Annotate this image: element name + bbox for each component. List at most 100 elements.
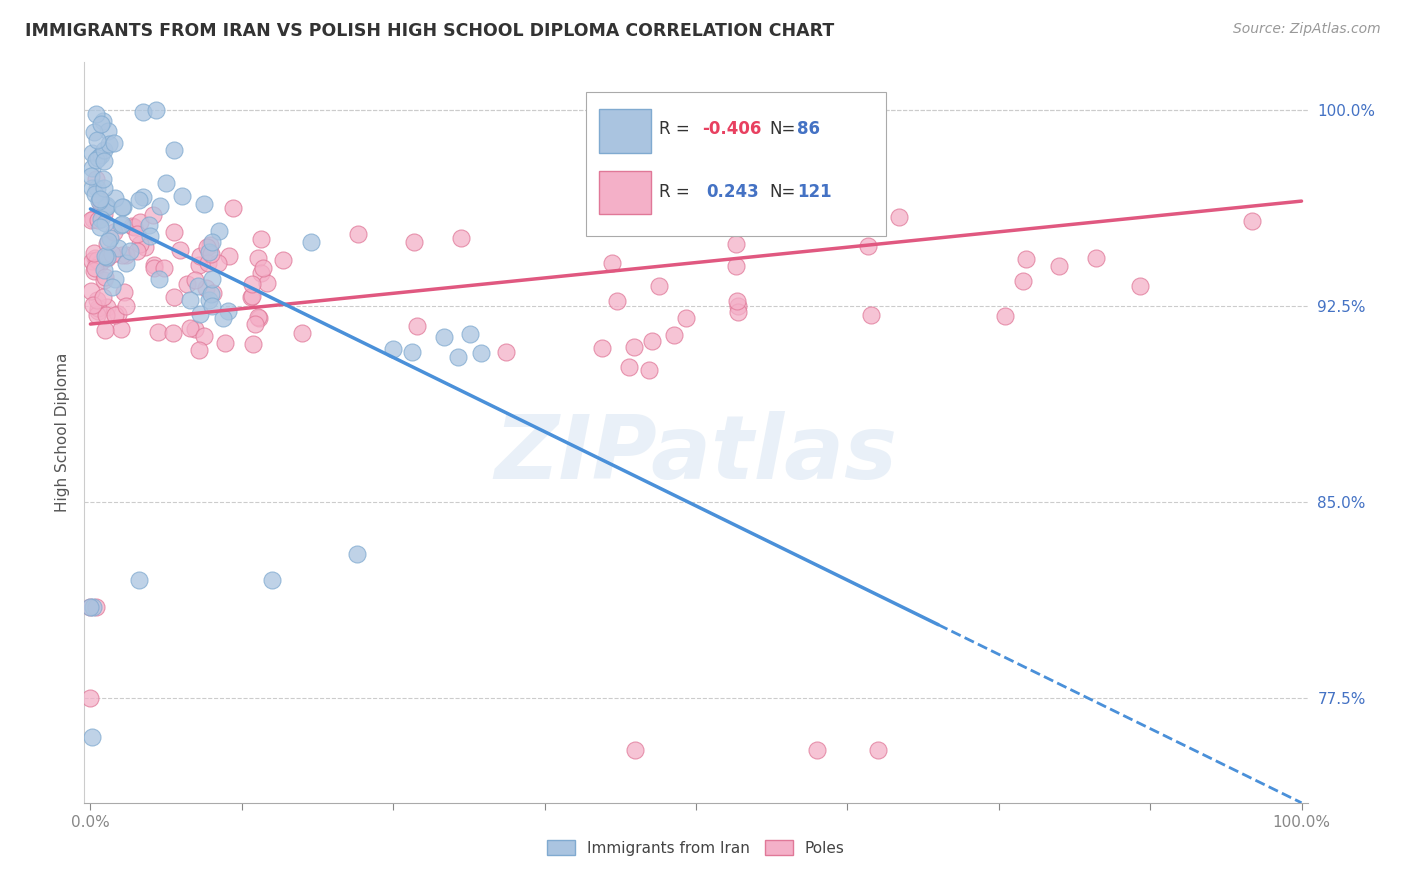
Point: [89, 117, 111, 131]
Point: [188, 258, 211, 272]
Point: [200, 238, 222, 252]
Point: [79, 599, 101, 614]
Point: [122, 219, 145, 234]
Point: [87, 194, 110, 208]
Point: [262, 574, 284, 588]
Point: [96, 236, 118, 251]
Point: [806, 743, 828, 757]
Point: [86, 599, 108, 614]
Point: [83, 252, 105, 266]
Point: [1129, 279, 1152, 293]
Text: 86: 86: [797, 120, 821, 138]
Point: [193, 197, 215, 211]
Point: [1085, 252, 1108, 266]
Point: [194, 281, 217, 295]
Point: [727, 299, 749, 313]
Point: [201, 272, 224, 286]
Point: [125, 244, 148, 259]
Point: [148, 199, 170, 213]
Point: [96, 250, 118, 264]
Point: [495, 345, 517, 359]
Point: [197, 293, 219, 308]
Point: [155, 176, 177, 190]
Point: [121, 219, 143, 234]
Point: [94, 249, 117, 263]
Legend: Immigrants from Iran, Poles: Immigrants from Iran, Poles: [541, 834, 851, 862]
Point: [94, 198, 117, 212]
Point: [134, 240, 156, 254]
Point: [142, 259, 165, 273]
Point: [211, 310, 233, 325]
Point: [179, 293, 201, 307]
Point: [110, 219, 132, 233]
Point: [110, 322, 132, 336]
Point: [163, 226, 186, 240]
Point: [103, 225, 125, 239]
Point: [243, 317, 266, 331]
Point: [858, 238, 880, 252]
Point: [240, 277, 263, 292]
Point: [89, 219, 111, 234]
Point: [96, 251, 118, 265]
Text: IMMIGRANTS FROM IRAN VS POLISH HIGH SCHOOL DIPLOMA CORRELATION CHART: IMMIGRANTS FROM IRAN VS POLISH HIGH SCHO…: [25, 22, 835, 40]
Point: [139, 229, 162, 244]
Point: [82, 211, 104, 226]
Point: [994, 309, 1017, 323]
Point: [111, 217, 134, 231]
Point: [132, 105, 155, 120]
Point: [100, 279, 122, 293]
Point: [172, 188, 194, 202]
Point: [447, 350, 470, 364]
Point: [93, 216, 115, 230]
Point: [600, 256, 623, 270]
Point: [142, 208, 165, 222]
Point: [458, 327, 481, 342]
Point: [103, 191, 125, 205]
Point: [889, 210, 911, 224]
Point: [242, 336, 264, 351]
Point: [80, 169, 103, 183]
Text: N=: N=: [769, 183, 796, 201]
Point: [727, 305, 749, 319]
Point: [252, 260, 274, 275]
Point: [79, 691, 101, 706]
Point: [169, 243, 191, 257]
Point: [240, 288, 263, 302]
Point: [93, 270, 115, 285]
Point: [80, 180, 103, 194]
Point: [100, 231, 122, 245]
Text: 0.243: 0.243: [706, 183, 758, 201]
Point: [381, 342, 404, 356]
Point: [128, 236, 150, 251]
Point: [93, 143, 115, 157]
Point: [727, 294, 749, 309]
Point: [200, 246, 222, 260]
Point: [201, 235, 224, 250]
Point: [217, 303, 239, 318]
Point: [93, 207, 115, 221]
Point: [623, 340, 645, 354]
Point: [143, 260, 166, 275]
Point: [80, 253, 103, 268]
Point: [247, 251, 270, 265]
Point: [675, 310, 697, 325]
Point: [1240, 214, 1263, 228]
Point: [176, 277, 198, 291]
Point: [193, 329, 215, 343]
Point: [662, 327, 685, 342]
Point: [94, 323, 117, 337]
Point: [606, 293, 628, 308]
Point: [107, 241, 129, 255]
Point: [90, 148, 112, 162]
Point: [128, 215, 150, 229]
Point: [80, 731, 103, 745]
Point: [84, 187, 107, 202]
Point: [617, 359, 640, 374]
Point: [1011, 274, 1033, 288]
Point: [222, 201, 245, 215]
Point: [208, 224, 231, 238]
Point: [83, 245, 105, 260]
Point: [93, 273, 115, 287]
Point: [250, 232, 273, 246]
Point: [89, 192, 111, 206]
